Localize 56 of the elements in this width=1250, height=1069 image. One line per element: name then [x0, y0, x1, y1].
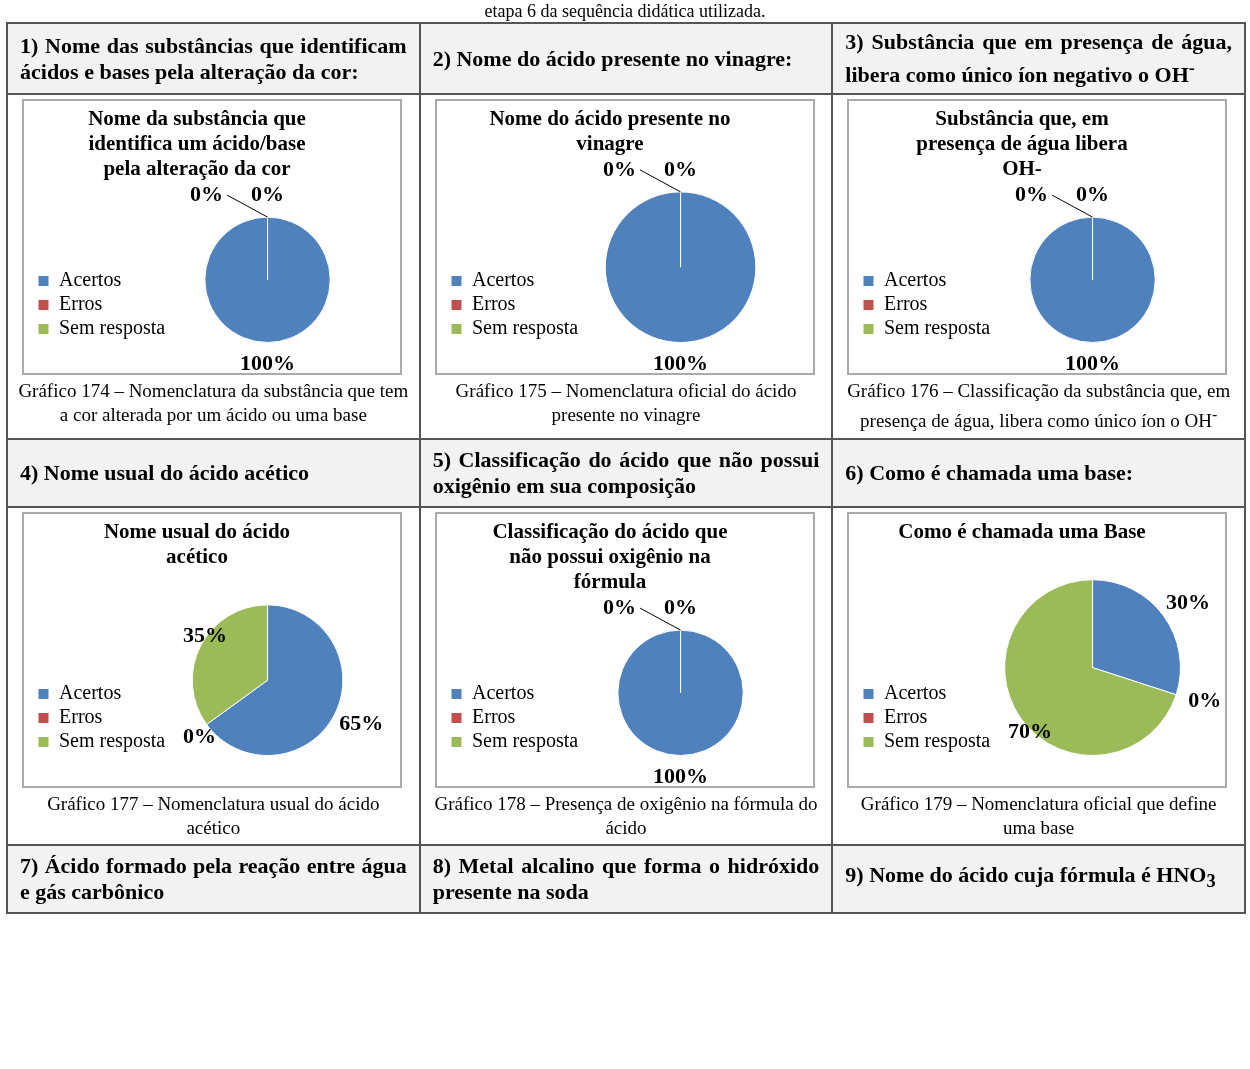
- data-label: 100%: [240, 350, 296, 376]
- text: 7) Ácido formado pela reação entre água e gás carbônico: [7, 844, 420, 913]
- text: 0%: [1076, 181, 1110, 207]
- text: 2) Nome do ácido presente no vinagre:: [419, 23, 833, 95]
- text: 0%: [663, 593, 697, 619]
- legend-label: Sem resposta: [471, 728, 578, 752]
- text: 0%: [183, 722, 217, 748]
- legend-label: Erros: [59, 704, 103, 727]
- text: 1) Nome das substâncias que identificam ácidos e bases pela alteração da cor:: [7, 23, 420, 95]
- data-label: 30%: [1166, 588, 1211, 614]
- data-label: 65%: [339, 709, 384, 735]
- text: 0%: [602, 155, 636, 181]
- chart-title: Classificação do ácido que não possui oxigênio na fórmula: [492, 518, 728, 594]
- text: Gráfico 178 – Presença de oxigênio na fórmula do ácido: [433, 791, 819, 840]
- legend-label: Sem resposta: [471, 316, 578, 340]
- chart-title: Nome da substância que identifica um ácido/base pela alteração da cor: [88, 106, 306, 181]
- text: etapa 6 da sequência didática utilizada.: [483, 0, 767, 22]
- legend-label: Sem resposta: [59, 728, 166, 752]
- text: Gráfico 174 – Nomenclatura da substância que tem a cor alterada por um ácido ou uma base: [17, 379, 410, 428]
- text: 6) Como é chamada uma base:: [832, 438, 1245, 507]
- text: 4) Nome usual do ácido acético: [7, 438, 420, 507]
- legend-label: Acertos: [59, 680, 122, 703]
- text: Gráfico 179 – Nomenclatura oficial que define uma base: [859, 791, 1218, 840]
- text: 0%: [1188, 686, 1222, 712]
- legend-label: Acertos: [884, 268, 947, 291]
- legend-label: Acertos: [59, 268, 122, 291]
- legend-label: Erros: [471, 292, 516, 315]
- chart-title: Nome usual do ácido acético: [103, 518, 291, 568]
- text: 0%: [190, 181, 224, 207]
- text: 8) Metal alcalino que forma o hidróxido presente na soda: [419, 844, 833, 913]
- legend-label: Sem resposta: [884, 316, 991, 340]
- legend-label: Sem resposta: [59, 316, 166, 340]
- legend-label: Erros: [884, 292, 928, 315]
- text: 0%: [1015, 181, 1049, 207]
- legend-label: Erros: [884, 704, 928, 727]
- legend-label: Acertos: [884, 680, 947, 703]
- legend-label: Sem resposta: [884, 728, 991, 752]
- legend-label: Acertos: [471, 268, 535, 291]
- chart-title: Como é chamada uma Base: [898, 518, 1146, 543]
- text: 5) Classificação do ácido que não possui oxigênio em sua composição: [419, 438, 833, 507]
- legend-label: Erros: [59, 292, 103, 315]
- chart-title: Substância que, em presença de água libera OH-: [916, 106, 1129, 181]
- text: 0%: [663, 155, 697, 181]
- text: 9) Nome do ácido cuja fórmula é HNO$_{3}$: [832, 844, 1245, 913]
- legend-label: Erros: [471, 704, 516, 727]
- legend-label: Acertos: [471, 680, 535, 703]
- text: 3) Substância que em presença de água, libera como único íon negativo o OH$^{-}$: [832, 23, 1245, 95]
- text: Gráfico 176 – Classificação da substância que, em presença de água, libera como único íon o OH$^{-}$: [846, 379, 1232, 434]
- text: 0%: [251, 181, 285, 207]
- data-label: 100%: [652, 762, 708, 788]
- text: Gráfico 175 – Nomenclatura oficial do ácido presente no vinagre: [454, 379, 798, 428]
- data-label: 100%: [1065, 350, 1121, 376]
- data-label: 100%: [652, 350, 708, 376]
- text: 0%: [602, 593, 636, 619]
- text: Gráfico 177 – Nomenclatura usual do ácido acético: [46, 791, 381, 840]
- chart-title: Nome do ácido presente no vinagre: [489, 106, 731, 156]
